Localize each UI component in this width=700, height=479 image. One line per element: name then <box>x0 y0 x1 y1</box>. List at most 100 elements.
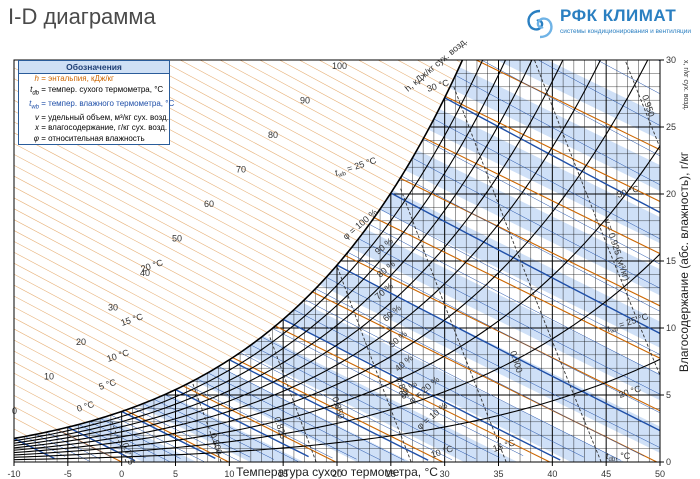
fine-enthalpy-line <box>14 164 291 313</box>
y-tick-label: 15 <box>666 256 676 266</box>
fine-enthalpy-line <box>14 284 194 381</box>
wet-bulb-right-label: 30 °C <box>616 183 641 200</box>
enthalpy-label: 50 <box>172 234 182 244</box>
fine-enthalpy-line <box>99 60 380 211</box>
fine-enthalpy-line <box>14 295 184 387</box>
rh-curve <box>14 60 602 451</box>
fine-enthalpy-line <box>455 60 462 63</box>
wet-bulb-line <box>481 60 660 157</box>
x-axis-title: Температура сухого термометра, °C <box>236 465 438 479</box>
wet-bulb-line <box>229 359 429 461</box>
wet-bulb-line <box>196 378 357 460</box>
fine-enthalpy-line <box>14 132 313 293</box>
x-corner-symbol: t <box>606 451 609 461</box>
legend-symbol: v <box>35 112 39 122</box>
fine-enthalpy-line <box>239 60 415 155</box>
chart-title: I-D диаграмма <box>8 4 156 29</box>
rh-curve <box>14 358 660 461</box>
enthalpy-line <box>399 177 660 307</box>
wet-bulb-line <box>369 224 660 376</box>
enthalpy-band <box>241 335 518 462</box>
fine-enthalpy-line <box>219 60 411 163</box>
legend-row: twb = темпер. влажного термометра, °C <box>19 98 174 113</box>
fine-enthalpy-line <box>14 121 320 285</box>
wet-bulb-line <box>358 238 660 395</box>
fine-enthalpy-line <box>278 60 424 139</box>
enthalpy-label: 60 <box>204 199 214 209</box>
y-axis-title: Влагосодержание (абс. влажность), г/кг <box>677 151 691 372</box>
legend-text: = энтальпия, кДж/кг <box>39 74 114 83</box>
fine-enthalpy-line <box>59 60 369 226</box>
fine-enthalpy-line <box>259 60 420 147</box>
x-tick-label: 0 <box>119 469 124 479</box>
enthalpy-label: 100 <box>332 61 347 71</box>
enthalpy-band <box>379 190 660 348</box>
wet-bulb-line <box>444 97 660 214</box>
wet-bulb-line <box>250 344 476 460</box>
plot-clip-group <box>0 37 660 462</box>
fine-enthalpy-line <box>14 110 327 278</box>
legend-subscript: wb <box>31 104 39 111</box>
enthalpy-band <box>71 416 197 462</box>
wet-bulb-line <box>455 75 660 186</box>
enthalpy-band <box>496 60 660 140</box>
rh-curve <box>14 60 649 454</box>
legend-text: = относительная влажность <box>39 133 145 143</box>
wet-bulb-line <box>412 157 660 289</box>
wet-bulb-right-label: 20 °C <box>618 383 643 400</box>
x-axis: -10 -5 0 5 10 15 20 25 30 35 40 45 50 <box>7 462 665 479</box>
rh-curve <box>14 145 660 456</box>
enthalpy-line <box>232 357 443 462</box>
rh-curve <box>14 253 660 458</box>
fine-enthalpy-line <box>14 262 214 370</box>
fine-enthalpy-line <box>119 60 386 203</box>
x-corner-label: tdb, °C <box>606 451 631 463</box>
wet-bulb-line <box>153 398 275 460</box>
x-tick-label: 30 <box>440 469 450 479</box>
rh-curve <box>14 60 507 444</box>
enthalpy-line <box>423 137 660 255</box>
fine-enthalpy-line <box>14 99 333 271</box>
rh-curve <box>14 60 484 442</box>
rh-curve <box>14 60 564 449</box>
enthalpy-band <box>283 302 625 462</box>
wet-bulb-line <box>423 138 660 265</box>
wet-bulb-right-label: 15 °C <box>492 437 517 454</box>
rh-label: 50 % <box>387 329 409 350</box>
specific-volume-line <box>191 381 222 462</box>
x-corner-subscript: db <box>609 457 616 463</box>
enthalpy-label: 20 <box>76 337 86 347</box>
specific-volume-line <box>399 187 507 462</box>
y-tick-label: 0 <box>666 457 671 467</box>
wet-bulb-subscript: wb <box>337 171 348 180</box>
wet-bulb-right-symbol: t <box>606 323 612 333</box>
y-tick-label: 25 <box>666 122 676 132</box>
brand-block: РФК КЛИМАТ системы кондиционирования и в… <box>524 6 694 46</box>
fine-enthalpy-line <box>179 60 401 179</box>
fine-enthalpy-line <box>14 241 233 358</box>
x-tick-label: 40 <box>547 469 557 479</box>
wet-bulb-line <box>282 318 561 461</box>
fine-enthalpy-line <box>14 175 284 320</box>
fine-enthalpy-line <box>199 60 406 171</box>
fine-enthalpy-line <box>14 328 150 402</box>
enthalpy-label: 40 <box>140 268 150 278</box>
wet-bulb-line <box>315 288 645 457</box>
legend-symbol: twb <box>29 98 39 111</box>
wet-bulb-line <box>218 366 405 461</box>
legend-symbol: tdb <box>30 84 39 97</box>
rh-curve <box>14 60 533 447</box>
x-tick-label: 50 <box>655 469 665 479</box>
enthalpy-line <box>373 217 660 359</box>
y-corner-label: x, г/кг сух. возд. <box>682 60 689 110</box>
y-tick-label: 5 <box>666 390 671 400</box>
specific-volume-line <box>624 60 660 149</box>
legend-row: tdb = темпер. сухого термометра, °C <box>19 85 169 99</box>
saturation-curve <box>14 60 464 440</box>
fine-enthalpy-line <box>0 37 12 439</box>
wet-bulb-line <box>304 299 621 461</box>
fine-enthalpy-line <box>79 60 375 218</box>
wet-bulb-line <box>89 421 170 462</box>
enthalpy-label: 70 <box>236 165 246 175</box>
